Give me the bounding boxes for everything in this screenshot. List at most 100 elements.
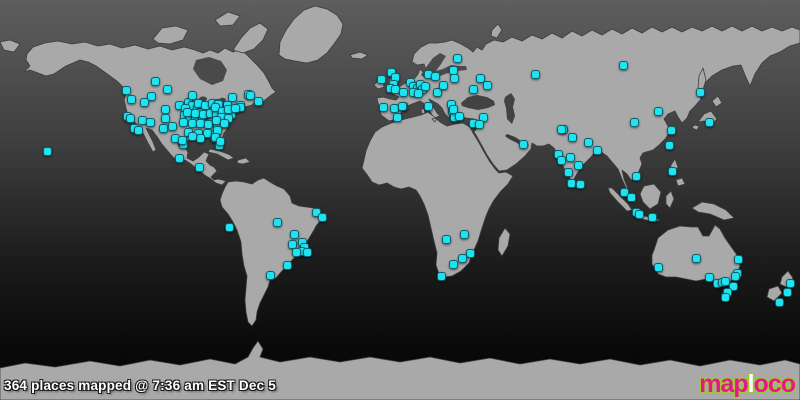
visitor-marker[interactable] xyxy=(178,117,188,127)
visitor-marker[interactable] xyxy=(423,101,433,111)
land-mindanao xyxy=(675,177,686,187)
visitor-marker[interactable] xyxy=(666,125,676,135)
visitor-marker[interactable] xyxy=(647,212,657,222)
visitor-marker[interactable] xyxy=(619,187,629,197)
visitor-marker[interactable] xyxy=(311,207,321,217)
visitor-marker[interactable] xyxy=(728,281,738,291)
visitor-marker[interactable] xyxy=(158,123,168,133)
visitor-marker[interactable] xyxy=(704,117,714,127)
visitor-marker[interactable] xyxy=(397,101,407,111)
visitor-marker[interactable] xyxy=(592,145,602,155)
visitor-marker[interactable] xyxy=(785,278,795,288)
visitor-marker[interactable] xyxy=(691,253,701,263)
visitor-marker[interactable] xyxy=(224,222,234,232)
visitor-marker[interactable] xyxy=(376,74,386,84)
visitor-marker[interactable] xyxy=(289,229,299,239)
visitor-marker[interactable] xyxy=(174,153,184,163)
visitor-marker[interactable] xyxy=(413,88,423,98)
visitor-marker[interactable] xyxy=(227,92,237,102)
visitor-marker[interactable] xyxy=(448,104,458,114)
visitor-marker[interactable] xyxy=(474,119,484,129)
visitor-marker[interactable] xyxy=(556,155,566,165)
visitor-marker[interactable] xyxy=(420,81,430,91)
visitor-marker[interactable] xyxy=(378,102,388,112)
visitor-marker[interactable] xyxy=(556,124,566,134)
visitor-marker[interactable] xyxy=(565,152,575,162)
visitor-marker[interactable] xyxy=(563,167,573,177)
visitor-marker[interactable] xyxy=(454,111,464,121)
visitor-marker[interactable] xyxy=(230,103,240,113)
visitor-marker[interactable] xyxy=(468,84,478,94)
visitor-marker[interactable] xyxy=(631,171,641,181)
visitor-marker[interactable] xyxy=(448,259,458,269)
visitor-marker[interactable] xyxy=(730,271,740,281)
maploco-logo[interactable]: maploco xyxy=(699,370,796,399)
visitor-marker[interactable] xyxy=(441,234,451,244)
visitor-marker[interactable] xyxy=(187,90,197,100)
visitor-marker[interactable] xyxy=(465,248,475,258)
visitor-marker[interactable] xyxy=(195,133,205,143)
visitor-marker[interactable] xyxy=(177,135,187,145)
visitor-marker[interactable] xyxy=(720,276,730,286)
visitor-marker[interactable] xyxy=(782,287,792,297)
visitor-marker[interactable] xyxy=(432,87,442,97)
visitor-marker[interactable] xyxy=(634,209,644,219)
visitor-marker[interactable] xyxy=(167,121,177,131)
visitor-marker[interactable] xyxy=(629,117,639,127)
visitor-marker[interactable] xyxy=(126,94,136,104)
visitor-marker[interactable] xyxy=(253,96,263,106)
visitor-marker[interactable] xyxy=(438,80,448,90)
visitor-marker[interactable] xyxy=(583,137,593,147)
visitor-marker[interactable] xyxy=(653,262,663,272)
visitor-marker[interactable] xyxy=(653,106,663,116)
visitor-marker[interactable] xyxy=(160,104,170,114)
visitor-marker[interactable] xyxy=(42,146,52,156)
visitor-marker[interactable] xyxy=(398,87,408,97)
visitor-marker[interactable] xyxy=(272,217,282,227)
visitor-marker[interactable] xyxy=(667,166,677,176)
visitor-marker[interactable] xyxy=(449,73,459,83)
visitor-marker[interactable] xyxy=(575,179,585,189)
visitor-marker[interactable] xyxy=(194,162,204,172)
visitor-marker[interactable] xyxy=(530,69,540,79)
visitor-marker[interactable] xyxy=(150,76,160,86)
visitor-marker[interactable] xyxy=(452,53,462,63)
visitor-marker[interactable] xyxy=(219,118,229,128)
visitor-marker[interactable] xyxy=(282,260,292,270)
visitor-marker[interactable] xyxy=(430,71,440,81)
visitor-marker[interactable] xyxy=(302,247,312,257)
land-hispaniola xyxy=(236,157,251,165)
visitor-marker[interactable] xyxy=(459,229,469,239)
visitor-marker[interactable] xyxy=(733,254,743,264)
visitor-marker[interactable] xyxy=(392,112,402,122)
visitor-marker[interactable] xyxy=(291,247,301,257)
visitor-marker[interactable] xyxy=(695,87,705,97)
visitor-marker[interactable] xyxy=(121,85,131,95)
visitor-marker[interactable] xyxy=(160,113,170,123)
visitor-marker[interactable] xyxy=(139,97,149,107)
visitor-marker[interactable] xyxy=(482,80,492,90)
visitor-marker[interactable] xyxy=(626,192,636,202)
visitor-marker[interactable] xyxy=(704,272,714,282)
visitor-marker[interactable] xyxy=(664,140,674,150)
visitor-marker[interactable] xyxy=(720,292,730,302)
visitor-marker[interactable] xyxy=(566,178,576,188)
visitor-marker[interactable] xyxy=(187,131,197,141)
visitor-marker[interactable] xyxy=(774,297,784,307)
visitor-marker[interactable] xyxy=(145,117,155,127)
visitor-marker[interactable] xyxy=(317,212,327,222)
visitor-marker[interactable] xyxy=(245,90,255,100)
visitor-marker[interactable] xyxy=(518,139,528,149)
visitor-marker[interactable] xyxy=(457,253,467,263)
visitor-marker[interactable] xyxy=(125,113,135,123)
visitor-marker[interactable] xyxy=(265,270,275,280)
visitor-marker[interactable] xyxy=(436,271,446,281)
visitor-marker[interactable] xyxy=(133,125,143,135)
visitor-marker[interactable] xyxy=(618,60,628,70)
visitor-marker[interactable] xyxy=(162,84,172,94)
visitor-marker[interactable] xyxy=(215,136,225,146)
visitor-marker[interactable] xyxy=(475,73,485,83)
visitor-marker[interactable] xyxy=(146,91,156,101)
visitor-marker[interactable] xyxy=(573,160,583,170)
visitor-marker[interactable] xyxy=(567,132,577,142)
